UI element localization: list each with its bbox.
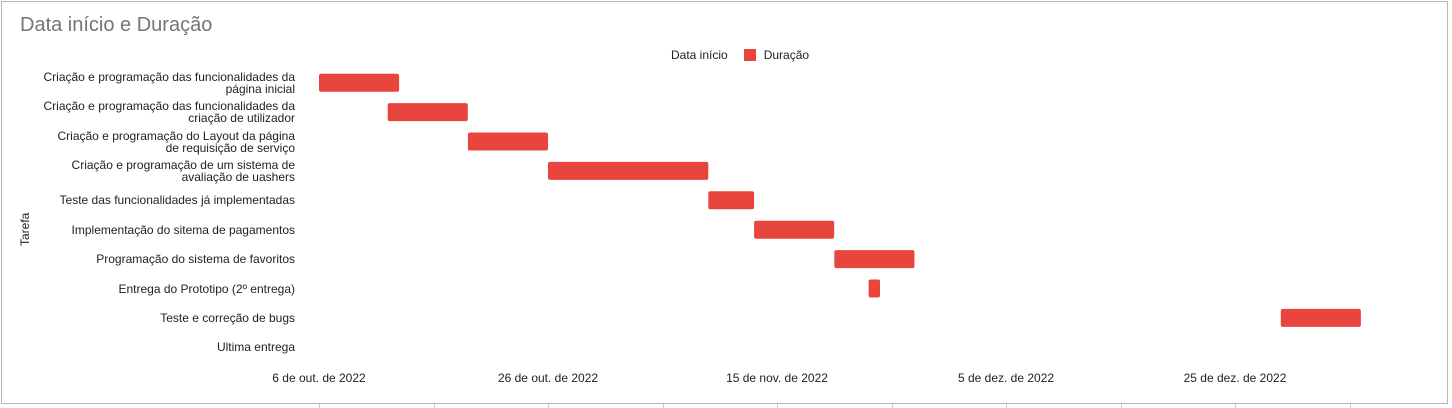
x-tick-mark [433, 404, 435, 408]
chart-legend: Data início Duração [671, 48, 809, 62]
gantt-bar[interactable] [319, 73, 400, 92]
x-tick-mark [777, 404, 778, 408]
task-label: Ultima entrega [216, 340, 295, 355]
x-tick-mark [891, 404, 893, 408]
task-label: Programação do sistema de favoritos [96, 252, 295, 267]
x-tick-mark [1235, 404, 1236, 408]
task-label: Teste das funcionalidades já implementad… [59, 193, 295, 208]
x-tick-mark [662, 404, 664, 408]
task-label: Entrega do Prototipo (2º entrega) [118, 281, 296, 296]
gantt-bar[interactable] [708, 191, 755, 210]
x-tick-mark [1006, 404, 1007, 408]
gantt-bar[interactable] [467, 132, 548, 151]
x-tick-label: 15 de nov. de 2022 [726, 371, 828, 385]
task-label: Criação e programação das funcionalidade… [43, 69, 296, 96]
task-label: Criação e programação do Layout da págin… [57, 128, 296, 155]
x-tick-mark [1349, 404, 1351, 408]
gantt-bar[interactable] [548, 161, 709, 180]
gantt-bar[interactable] [1280, 308, 1361, 327]
x-tick-mark [1120, 404, 1122, 408]
gantt-bar[interactable] [868, 279, 880, 298]
x-tick-label: 25 de dez. de 2022 [1183, 371, 1287, 385]
task-label: Criação e programação das funcionalidade… [43, 99, 296, 126]
x-tick-label: 26 de out. de 2022 [497, 371, 599, 385]
gantt-bar[interactable] [387, 103, 468, 122]
gantt-bar[interactable] [754, 220, 835, 239]
x-tick-label: 5 de dez. de 2022 [957, 371, 1055, 385]
chart-title: Data início e Duração [20, 14, 213, 36]
task-label: Criação e programação de um sistema de av… [71, 157, 295, 184]
x-tick-label: 6 de out. de 2022 [272, 371, 366, 385]
gantt-bar[interactable] [834, 250, 915, 269]
legend-label-start: Data início [671, 48, 728, 62]
legend-swatch-duration [743, 49, 756, 61]
x-tick-mark [319, 404, 320, 408]
legend-label-duration: Duração [763, 48, 810, 62]
task-label: Implementação do sitema de pagamentos [71, 222, 295, 237]
x-tick-mark [548, 404, 549, 408]
task-label: Teste e correção de bugs [160, 310, 295, 325]
